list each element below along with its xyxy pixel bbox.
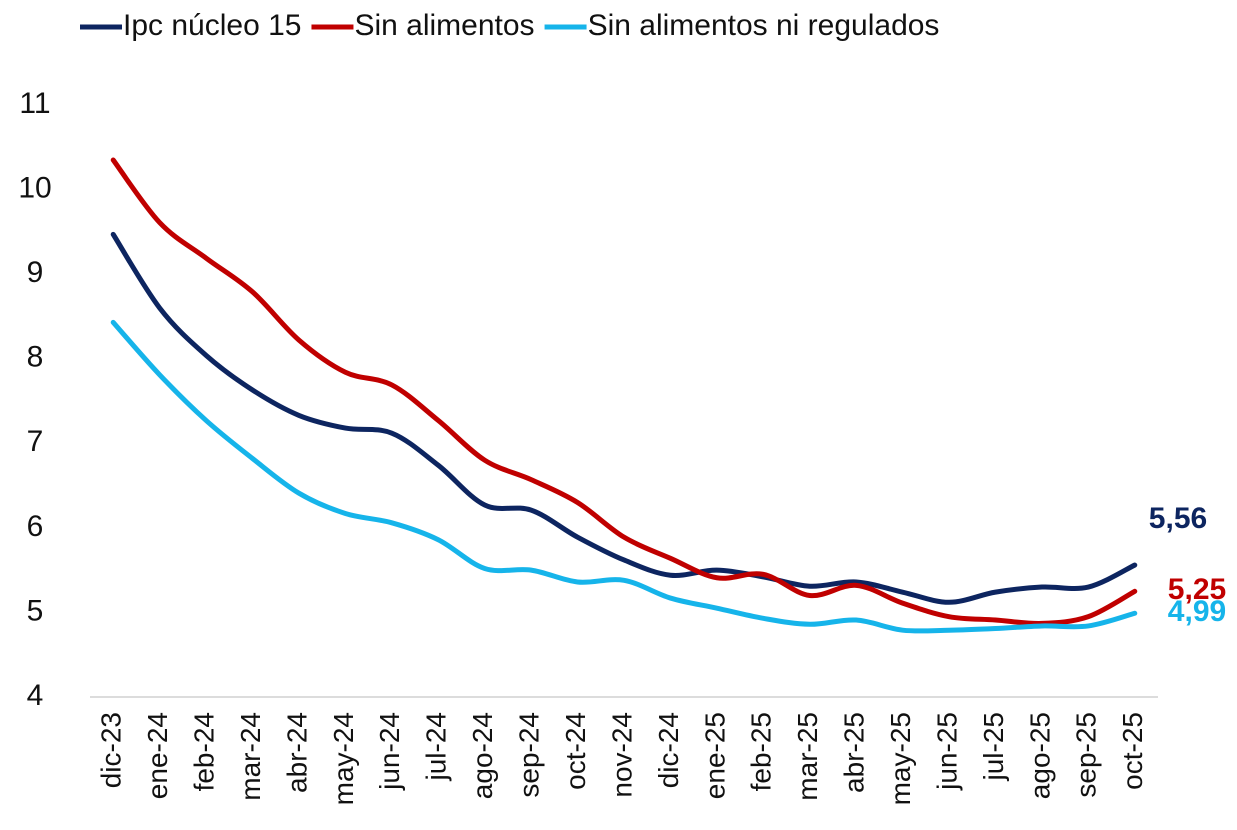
y-tick-label: 4 (27, 679, 44, 712)
y-tick-label: 7 (27, 425, 44, 458)
x-tick-label: dic-23 (96, 712, 127, 788)
y-tick-label: 5 (27, 594, 44, 627)
y-tick-label: 11 (19, 87, 50, 120)
y-tick-label: 6 (27, 510, 44, 543)
x-tick-label: sep-25 (1071, 712, 1102, 798)
x-tick-label: ago-25 (1024, 712, 1055, 799)
data-label: 5,25 (1168, 573, 1226, 606)
data-label: 5,56 (1149, 502, 1207, 535)
y-tick-label: 8 (27, 341, 44, 374)
x-tick-label: jul-24 (421, 712, 452, 781)
x-tick-label: ago-24 (467, 712, 498, 799)
x-tick-label: jul-25 (978, 712, 1009, 781)
x-tick-label: sep-24 (514, 712, 545, 798)
x-tick-label: oct-25 (1117, 712, 1148, 790)
x-tick-label: abr-25 (839, 712, 870, 793)
x-tick-label: ene-24 (142, 712, 173, 799)
x-tick-label: feb-24 (188, 712, 219, 791)
series-line (110, 157, 1138, 626)
legend-label: Sin alimentos (354, 9, 534, 42)
y-tick-label: 9 (27, 256, 44, 289)
x-tick-label: oct-24 (560, 712, 591, 790)
legend-label: Sin alimentos ni regulados (588, 9, 940, 42)
x-tick-label: may-25 (885, 712, 916, 805)
y-tick-label: 10 (18, 171, 51, 204)
x-tick-label: feb-25 (746, 712, 777, 791)
x-tick-label: dic-24 (653, 712, 684, 788)
x-tick-label: may-24 (328, 712, 359, 805)
x-tick-label: mar-25 (792, 712, 823, 801)
series-line (110, 231, 1138, 605)
legend-label: Ipc núcleo 15 (123, 9, 301, 42)
x-tick-label: jun-25 (931, 712, 962, 791)
data-label: 4,99 (1168, 595, 1226, 628)
x-tick-label: nov-24 (606, 712, 637, 798)
series-line (110, 319, 1138, 634)
x-tick-label: ene-25 (699, 712, 730, 799)
x-tick-label: abr-24 (281, 712, 312, 793)
x-tick-label: jun-24 (374, 712, 405, 791)
x-tick-label: mar-24 (235, 712, 266, 801)
